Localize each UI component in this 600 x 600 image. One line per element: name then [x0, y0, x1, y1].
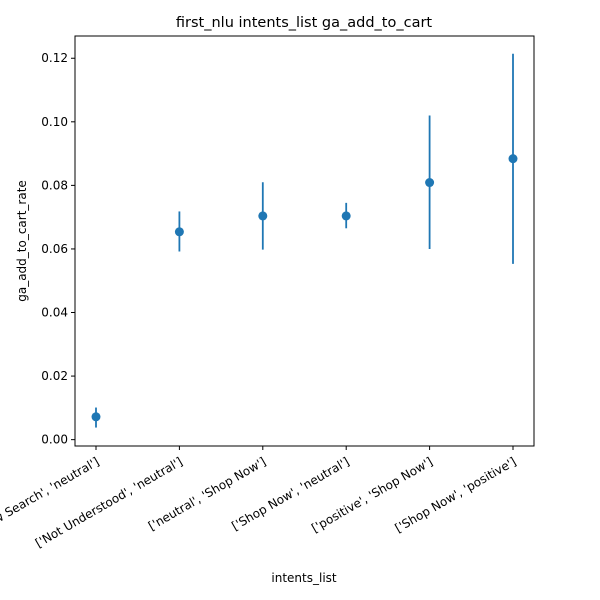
y-tick-label: 0.02 — [41, 369, 68, 383]
data-point — [425, 178, 435, 188]
y-tick-label: 0.04 — [41, 306, 68, 320]
y-tick-label: 0.10 — [41, 115, 68, 129]
y-tick-label: 0.08 — [41, 178, 68, 192]
data-point — [508, 154, 518, 164]
y-tick-label: 0.06 — [41, 242, 68, 256]
x-tick-label: ['New Search', 'neutral'] — [0, 454, 101, 538]
y-axis: 0.00 0.02 0.04 0.06 0.08 0.10 0.12 — [41, 51, 75, 447]
y-tick-label: 0.12 — [41, 51, 68, 65]
x-axis-label: intents_list — [271, 571, 337, 585]
data-point — [174, 227, 184, 237]
chart-title: first_nlu intents_list ga_add_to_cart — [176, 15, 433, 31]
x-tick-label: ['Not Understood', 'neutral'] — [33, 454, 185, 550]
data-marks — [91, 53, 518, 428]
data-point — [91, 412, 101, 422]
data-point — [341, 211, 351, 221]
plot-area — [74, 35, 535, 447]
y-tick-label: 0.00 — [41, 433, 68, 447]
y-axis-label: ga_add_to_cart_rate — [15, 180, 29, 302]
x-axis: ['New Search', 'neutral']['Not Understoo… — [0, 446, 519, 550]
data-point — [258, 211, 268, 221]
